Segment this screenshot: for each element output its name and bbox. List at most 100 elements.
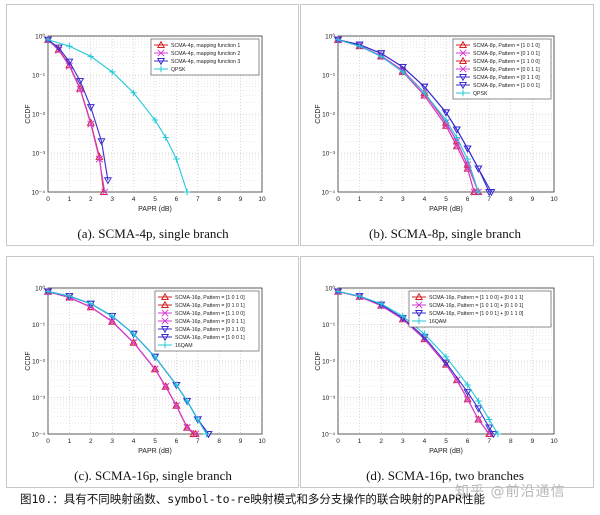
p3-series-7-point	[151, 353, 159, 361]
p4-xtick-label: 9	[531, 438, 535, 445]
p3-series-4-point	[151, 365, 159, 373]
p2-xtick-label: 8	[509, 196, 513, 203]
p2-ytick-label: 10⁻²	[322, 112, 336, 119]
p1-series-3-point	[86, 104, 95, 112]
p3-legend-marker	[160, 325, 170, 334]
p4-legend-marker	[414, 309, 424, 318]
p4-xtick-label: 6	[466, 438, 470, 445]
p2-legend-label: SCMA-8p, Pattern = [0 1 1 0]	[473, 75, 540, 81]
p3-series-2-point	[161, 382, 170, 390]
p2-legend-marker	[458, 73, 468, 82]
p2-legend-label: SCMA-8p, Pattern = [1 0 1 0]	[473, 43, 540, 49]
p1-ytick-label: 10⁰	[35, 33, 45, 41]
p4-legend-marker	[415, 301, 423, 309]
p3-xtick-label: 8	[217, 438, 221, 445]
p1-series-4-point	[87, 53, 94, 60]
p1-ylabel: CCDF	[25, 104, 32, 123]
p3-xlabel: PAPR (dB)	[138, 448, 172, 455]
p1-series-2-point	[101, 188, 109, 196]
p3-xtick-label: 0	[46, 438, 50, 445]
p2-legend-marker	[458, 81, 468, 90]
p3-legend-marker	[161, 341, 169, 349]
p3-ytick-label: 10⁻²	[32, 359, 46, 366]
p4-series-3-point	[485, 424, 494, 432]
p4-xtick-label: 8	[509, 438, 513, 445]
p2-xtick-label: 3	[401, 196, 405, 203]
p1-xtick-label: 2	[89, 196, 93, 203]
p3-legend-marker	[161, 309, 169, 317]
p4-legend-marker	[415, 317, 423, 325]
p3-legend-marker	[160, 333, 170, 342]
p3-legend-label: 16QAM	[175, 343, 193, 349]
p4-series-4-point	[475, 397, 482, 405]
p4-series-4-point	[334, 288, 342, 295]
p1-series-3-point	[103, 177, 112, 185]
p1-xtick-label: 10	[258, 196, 266, 203]
p2-series-7-point	[453, 134, 460, 141]
p1-series-3-point	[76, 77, 85, 86]
p2-xtick-label: 0	[336, 196, 340, 203]
p2-series-7-point	[356, 42, 363, 50]
p2-series-7-point	[378, 53, 385, 60]
p4-series-4-point	[356, 292, 363, 300]
caption-c: (c). SCMA-16p, single branch	[74, 468, 232, 483]
p1-xtick-label: 4	[132, 196, 136, 203]
p4-series-3-point	[441, 359, 451, 367]
p3-series-2-point	[172, 401, 181, 409]
p3-series-7-point	[87, 300, 94, 307]
p4-series-4-point	[494, 430, 502, 438]
p1-series-2-point	[65, 62, 73, 70]
p4-series-4-point	[442, 353, 450, 361]
p1-legend-marker	[156, 40, 166, 49]
p1-ytick-label: 10⁻¹	[32, 73, 46, 80]
p1-xlabel: PAPR (dB)	[138, 206, 172, 213]
p2-series-6-point	[463, 145, 472, 153]
p3-xtick-label: 6	[175, 438, 179, 445]
p3-xtick-label: 3	[110, 438, 114, 445]
p4-series-line-2	[337, 291, 490, 435]
p2-xlabel: PAPR (dB)	[429, 206, 463, 213]
p3-series-2-point	[108, 317, 117, 325]
p1-series-2-point	[87, 120, 95, 128]
p1-legend-marker	[157, 65, 165, 73]
p3-series-7-point	[66, 292, 73, 300]
p4-series-1-point	[485, 429, 494, 438]
p1-xtick-label: 6	[175, 196, 179, 203]
p3-series-line-4	[47, 291, 196, 435]
p3-legend-marker	[161, 317, 169, 325]
p4-xtick-label: 3	[401, 438, 405, 445]
p4-series-4-point	[464, 381, 471, 389]
p4-series-line-4	[337, 290, 499, 435]
p1-xtick-label: 9	[239, 196, 243, 203]
p2-ytick-label: 10⁻³	[322, 151, 336, 158]
p3-xtick-label: 4	[132, 438, 136, 445]
p2-xtick-label: 7	[487, 196, 491, 203]
figure-caption: 图10.：具有不同映射函数、symbol-to-re映射模式和多分支操作的联合映…	[20, 492, 486, 506]
p2-xtick-label: 2	[379, 196, 383, 203]
p4-ytick-label: 10⁻¹	[322, 322, 336, 329]
p1-ytick-label: 10⁻⁴	[32, 190, 46, 197]
p1-ytick-label: 10⁻²	[32, 112, 46, 119]
p1-xtick-label: 5	[153, 196, 157, 203]
p3-series-4-point	[130, 339, 138, 347]
p2-xtick-label: 9	[531, 196, 535, 203]
p1-legend-marker	[157, 49, 165, 57]
p4-xtick-label: 7	[487, 438, 491, 445]
p2-series-6-point	[474, 165, 483, 173]
p1-series-4-point	[109, 68, 116, 76]
p1-xtick-label: 8	[217, 196, 221, 203]
p1-xtick-label: 7	[196, 196, 200, 203]
p3-ytick-label: 10⁰	[35, 285, 45, 293]
p2-series-7-point	[464, 155, 471, 163]
p4-xtick-label: 5	[444, 438, 448, 445]
p3-legend-marker	[160, 300, 170, 309]
p2-legend-marker	[458, 40, 468, 49]
p3-legend-label: SCMA-16p, Pattern = [1 1 0 0]	[175, 311, 245, 317]
p2-series-6-point	[452, 126, 461, 134]
p3-legend-label: SCMA-16p, Pattern = [1 0 0 1]	[175, 335, 245, 341]
p3-series-4-point	[183, 424, 191, 432]
p4-ytick-label: 10⁻³	[322, 395, 336, 402]
p1-series-3-point	[65, 58, 74, 66]
p2-legend-label: SCMA-8p, Pattern = [0 0 1 1]	[473, 67, 540, 73]
p2-series-6-point	[420, 83, 429, 91]
